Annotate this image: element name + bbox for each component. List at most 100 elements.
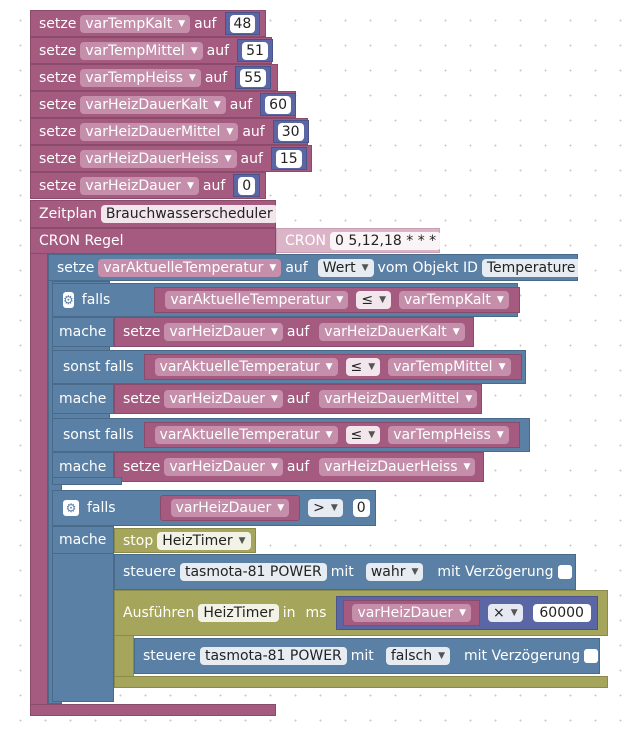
if1-cond-var-field[interactable]: varAktuelleTemperatur ▼: [154, 358, 338, 376]
if2-value[interactable]: 0: [352, 499, 370, 517]
if1-setze-block[interactable]: setze varHeizDauer ▼ auf varHeizDauerHeis…: [114, 452, 484, 482]
if1-condition-row[interactable]: sonst falls varAktuelleTemperatur ▼ ≤ ▼ va…: [52, 350, 526, 384]
if1-setze-block[interactable]: setze varHeizDauer ▼ auf varHeizDauerMitt…: [114, 384, 482, 414]
if1-mache-label: mache: [59, 324, 107, 340]
falsch-dropdown[interactable]: falsch ▼: [385, 647, 450, 665]
if2-cond-var-field[interactable]: varHeizDauer ▼: [170, 499, 290, 517]
device-field[interactable]: tasmota-81 POWER: [179, 563, 327, 581]
setze-value[interactable]: 15: [275, 149, 302, 168]
setze-row[interactable]: setze varTempKalt ▼ auf 48: [30, 10, 266, 37]
if1-setze-var[interactable]: varHeizDauer ▼: [164, 458, 283, 476]
if1-cmp-text: varTempKalt: [404, 292, 491, 308]
if1-setze-keyword: setze: [123, 459, 161, 475]
if1-cond-var[interactable]: varAktuelleTemperatur ▼ ≤ ▼ varTempMittel ▼: [143, 354, 522, 380]
setze-var-text: varHeizDauerHeiss: [85, 150, 219, 167]
number-block[interactable]: 55: [235, 66, 272, 89]
if1-cmp-var[interactable]: varTempMittel ▼: [388, 358, 511, 376]
chevron-down-icon: ▼: [496, 295, 504, 305]
if1-cond-var-field[interactable]: varAktuelleTemperatur ▼: [154, 426, 338, 444]
if1-op-dropdown[interactable]: ≤ ▼: [356, 291, 391, 309]
number-block[interactable]: 60: [260, 93, 296, 116]
multiply-block[interactable]: varHeizDauer ▼ × ▼ 60000: [336, 596, 598, 630]
delay-checkbox[interactable]: [557, 565, 572, 579]
setze-value[interactable]: 55: [240, 68, 267, 87]
timer-name-field[interactable]: HeizTimer: [198, 604, 279, 622]
if1-cond-var[interactable]: varAktuelleTemperatur ▼ ≤ ▼ varTempHeiss ▼: [143, 422, 520, 448]
chevron-down-icon: ▼: [496, 430, 504, 440]
wert-dropdown[interactable]: Wert ▼: [317, 258, 374, 277]
number-block[interactable]: 51: [237, 39, 273, 62]
setze-value[interactable]: 30: [277, 122, 304, 141]
if1-op-dropdown[interactable]: ≤ ▼: [345, 358, 381, 376]
setze-row[interactable]: setze varHeizDauerKalt ▼ auf 60: [30, 91, 296, 118]
cron-expression-field[interactable]: 0 5,12,18 * * *: [330, 231, 442, 250]
if1-setze-val[interactable]: varHeizDauerMittel ▼: [319, 390, 478, 408]
if1-op-dropdown[interactable]: ≤ ▼: [345, 426, 381, 444]
if1-setze-auf: auf: [286, 324, 310, 340]
setze-value[interactable]: 48: [229, 14, 256, 33]
setze-row[interactable]: setze varTempMittel ▼ auf 51: [30, 37, 273, 64]
steuere-on-block[interactable]: steuere tasmota-81 POWER mit wahr ▼ mit V…: [114, 554, 576, 590]
cron-rule-row[interactable]: CRON Regel: [30, 228, 276, 254]
if1-setze-var[interactable]: varHeizDauer ▼: [164, 323, 283, 341]
delay-off-checkbox[interactable]: [584, 649, 599, 663]
if2-falls-row[interactable]: ⚙ falls varHeizDauer ▼ > ▼ 0: [52, 490, 376, 526]
if1-footer: [52, 477, 122, 485]
stop-timer-dropdown[interactable]: HeizTimer ▼: [157, 531, 251, 550]
setze-row[interactable]: setze varHeizDauerHeiss ▼ auf 15: [30, 145, 312, 172]
cron-block[interactable]: CRON 0 5,12,18 * * *: [276, 228, 442, 253]
wahr-dropdown[interactable]: wahr ▼: [365, 563, 424, 581]
if1-setze-val[interactable]: varHeizDauerHeiss ▼: [319, 458, 476, 476]
object-id-field[interactable]: Temperature: [481, 258, 581, 277]
setze-value[interactable]: 0: [238, 176, 256, 195]
mul-op-dropdown[interactable]: × ▼: [488, 604, 523, 622]
setze-value[interactable]: 60: [265, 95, 291, 114]
steuere-label: steuere: [123, 564, 176, 580]
steuere-off-label: steuere: [143, 648, 196, 664]
chevron-down-icon: ▼: [463, 462, 471, 472]
setze-temp-block[interactable]: setze varAktuelleTemperatur ▼ auf Wert ▼ v…: [48, 254, 581, 281]
setze-var-dropdown[interactable]: varHeizDauerHeiss ▼: [80, 149, 237, 168]
if1-cmp-var[interactable]: varTempHeiss ▼: [388, 426, 509, 444]
setze-auf: auf: [240, 150, 263, 167]
number-block[interactable]: 0: [233, 174, 261, 197]
setze-var-dropdown[interactable]: varTempMittel ▼: [80, 41, 203, 60]
setze-var-dropdown[interactable]: varTempKalt ▼: [80, 14, 191, 33]
setze-var-dropdown[interactable]: varHeizDauerKalt ▼: [80, 95, 226, 114]
zeitplan-name-field[interactable]: Brauchwasserscheduler: [100, 205, 278, 223]
setze-var-dropdown[interactable]: varTempHeiss ▼: [80, 68, 201, 87]
if1-setze-block[interactable]: setze varHeizDauer ▼ auf varHeizDauerKalt…: [114, 317, 474, 347]
if2-cond-var[interactable]: varHeizDauer ▼: [159, 495, 301, 521]
setze-value[interactable]: 51: [242, 41, 268, 60]
steuere-off-block[interactable]: steuere tasmota-81 POWER mit falsch ▼ mit…: [134, 638, 600, 674]
if1-condition-row[interactable]: ⚙ falls varAktuelleTemperatur ▼ ≤ ▼ varTemp…: [52, 283, 520, 317]
setze-var-text: varHeizDauer: [85, 177, 181, 194]
stop-timer-block[interactable]: stop HeizTimer ▼: [114, 528, 256, 553]
number-block[interactable]: 48: [224, 12, 261, 35]
if1-setze-val[interactable]: varHeizDauerKalt ▼: [319, 323, 465, 341]
ausfuehren-block[interactable]: Ausführen HeizTimer in ms varHeizDauer ▼ …: [114, 590, 608, 636]
gear-icon[interactable]: ⚙: [63, 500, 79, 516]
setze-row[interactable]: setze varHeizDauerMittel ▼ auf 30: [30, 118, 309, 145]
device-off-field[interactable]: tasmota-81 POWER: [199, 647, 347, 665]
mul-var-field[interactable]: varHeizDauer ▼: [352, 604, 471, 622]
number-block[interactable]: 15: [270, 147, 307, 170]
setze-temp-var[interactable]: varAktuelleTemperatur ▼: [98, 258, 282, 277]
gear-icon[interactable]: ⚙: [63, 292, 74, 308]
if2-op-dropdown[interactable]: > ▼: [308, 499, 343, 517]
if1-setze-var[interactable]: varHeizDauer ▼: [164, 390, 283, 408]
if1-condition-row[interactable]: sonst falls varAktuelleTemperatur ▼ ≤ ▼ va…: [52, 418, 530, 452]
setze-var-dropdown[interactable]: varHeizDauer ▼: [80, 176, 199, 195]
if1-cmp-var[interactable]: varTempKalt ▼: [399, 291, 509, 309]
mul-var-block[interactable]: varHeizDauer ▼: [343, 600, 480, 626]
setze-row[interactable]: setze varTempHeiss ▼ auf 55: [30, 64, 278, 91]
if2-op-text: >: [313, 500, 325, 516]
if1-cond-var[interactable]: varAktuelleTemperatur ▼ ≤ ▼ varTempKalt ▼: [154, 287, 520, 313]
if1-cond-var-text: varAktuelleTemperatur: [170, 292, 331, 308]
zeitplan-block[interactable]: Zeitplan Brauchwasserscheduler: [30, 200, 278, 228]
number-block[interactable]: 30: [272, 120, 309, 143]
mul-value[interactable]: 60000: [532, 604, 591, 622]
setze-row[interactable]: setze varHeizDauer ▼ auf 0: [30, 172, 266, 199]
if1-cond-var-field[interactable]: varAktuelleTemperatur ▼: [165, 291, 349, 309]
setze-var-dropdown[interactable]: varHeizDauerMittel ▼: [80, 122, 239, 141]
